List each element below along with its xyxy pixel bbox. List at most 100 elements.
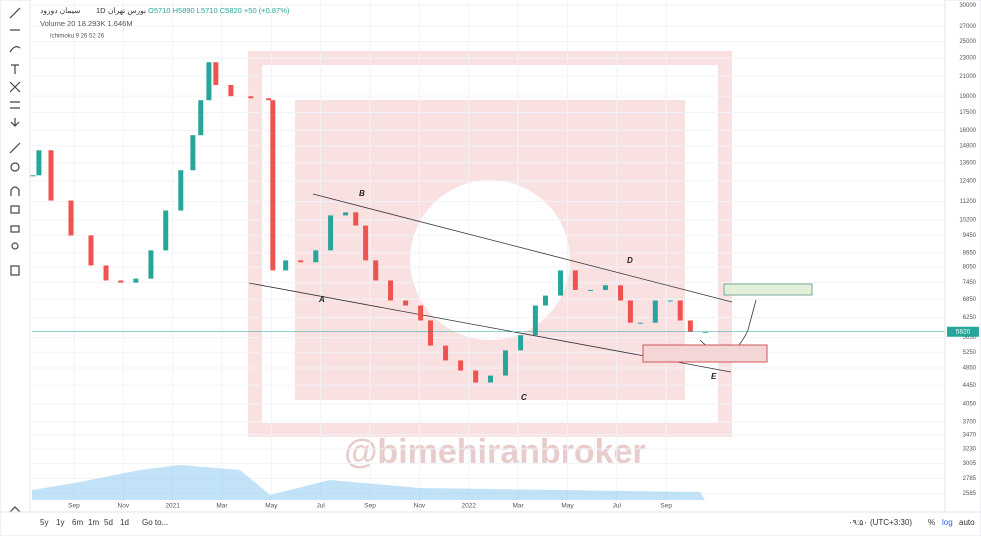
- y-tick-label: 6850: [963, 297, 977, 303]
- candle: [163, 210, 169, 251]
- range-button[interactable]: 1d: [120, 518, 129, 527]
- y-tick-label: 5250: [963, 350, 977, 356]
- candle: [532, 305, 538, 336]
- y-tick-label: 3470: [963, 432, 977, 438]
- candle: [388, 280, 394, 301]
- candle: [148, 250, 154, 279]
- y-tick-label: 6250: [963, 315, 977, 321]
- y-tick-label: 13600: [959, 160, 976, 166]
- ohlc: O5710 H5890 L5710 C5820 +50 (+0.87%): [148, 6, 290, 15]
- wave-label: E: [711, 372, 717, 381]
- candle: [572, 270, 578, 290]
- candle: [667, 300, 673, 302]
- candle: [428, 320, 434, 346]
- support-box: [642, 344, 768, 363]
- candle: [418, 305, 424, 321]
- exchange: بورس تهران: [108, 6, 146, 15]
- volume-legend: Volume 20 18.293K 1.646M: [40, 19, 133, 28]
- y-tick-label: 8050: [963, 265, 977, 271]
- x-tick-label: Jul: [613, 503, 622, 510]
- range-button[interactable]: 1m: [88, 518, 99, 527]
- last-price-label: 5820: [956, 328, 971, 335]
- range-button[interactable]: 5y: [40, 518, 48, 527]
- y-tick-label: 23000: [959, 56, 976, 62]
- candle: [248, 96, 254, 99]
- candle: [103, 265, 109, 281]
- y-tick-label: 19000: [959, 94, 976, 100]
- candle: [178, 170, 184, 211]
- y-tick-label: 30000: [959, 3, 976, 9]
- x-tick-label: Sep: [68, 503, 80, 510]
- ichimoku-legend: Ichimoku 9 26 52 26: [50, 34, 105, 40]
- candle: [587, 289, 593, 291]
- candle: [353, 212, 359, 226]
- y-tick-label: 3005: [963, 461, 977, 467]
- candle: [283, 260, 289, 271]
- y-tick-label: 9450: [963, 233, 977, 239]
- x-tick-label: Sep: [660, 503, 672, 510]
- y-tick-label: 11200: [960, 199, 977, 205]
- wave-label: A: [318, 295, 325, 304]
- x-tick-label: 2021: [165, 503, 180, 510]
- symbol: سیمان دورود: [40, 6, 81, 15]
- candle: [627, 300, 633, 323]
- interval: 1D: [96, 6, 106, 15]
- candle: [363, 225, 369, 261]
- wave-label: B: [359, 189, 365, 198]
- auto-toggle[interactable]: auto: [959, 518, 975, 527]
- candle: [503, 350, 509, 376]
- candle: [228, 84, 234, 97]
- candle: [298, 260, 304, 263]
- x-tick-label: May: [561, 503, 574, 510]
- price-axis: [944, 0, 981, 513]
- x-tick-label: Nov: [414, 503, 426, 510]
- range-button[interactable]: 5d: [104, 518, 113, 527]
- candle: [373, 260, 379, 281]
- x-tick-label: Jul: [317, 503, 326, 510]
- watermark: @bimehiranbroker: [344, 433, 645, 471]
- volume-area: [32, 465, 705, 500]
- wave-label: C: [521, 393, 527, 402]
- candle: [403, 300, 409, 306]
- percent-toggle[interactable]: %: [928, 518, 935, 527]
- y-tick-label: 2785: [963, 476, 977, 482]
- y-tick-label: 17500: [959, 110, 976, 116]
- log-toggle[interactable]: log: [942, 518, 953, 527]
- left-toolbar: [0, 0, 31, 537]
- candle: [702, 331, 708, 333]
- time-zone[interactable]: ۰۹:۵۰ (UTC+3:30): [848, 518, 912, 527]
- y-tick-label: 4050: [963, 402, 977, 408]
- candle: [198, 100, 204, 136]
- candle: [133, 278, 139, 283]
- tool-icons[interactable]: [9, 7, 21, 518]
- candle: [602, 285, 608, 290]
- range-button[interactable]: 1y: [56, 518, 64, 527]
- candle: [213, 62, 219, 85]
- candle: [518, 335, 524, 351]
- candle: [88, 235, 94, 266]
- y-tick-label: 3700: [963, 420, 977, 426]
- candle: [618, 285, 624, 301]
- wave-label: D: [627, 256, 633, 265]
- candle: [48, 150, 54, 201]
- y-tick-label: 4850: [963, 366, 977, 372]
- y-tick-label: 21000: [959, 74, 976, 80]
- x-tick-label: Mar: [216, 503, 228, 510]
- candle: [473, 370, 479, 383]
- candle: [677, 300, 683, 321]
- y-tick-label: 14800: [959, 144, 976, 150]
- candle: [638, 322, 644, 324]
- candle: [687, 320, 693, 332]
- candle: [206, 62, 212, 101]
- goto-button[interactable]: Go to...: [142, 518, 168, 527]
- candle: [68, 200, 74, 236]
- y-tick-label: 25000: [959, 39, 976, 45]
- candle: [458, 360, 464, 371]
- candle: [36, 150, 42, 176]
- candle: [543, 295, 549, 306]
- range-button[interactable]: 6m: [72, 518, 83, 527]
- y-tick-label: 5650: [963, 335, 977, 341]
